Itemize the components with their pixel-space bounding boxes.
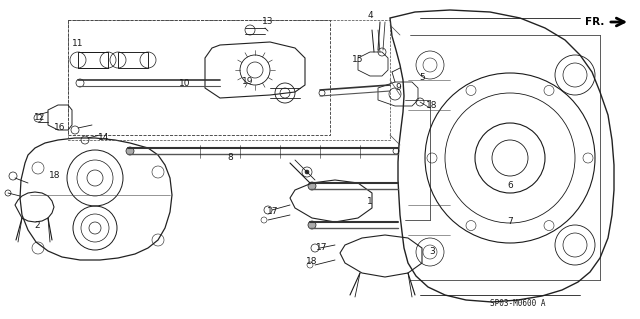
Text: 19: 19 bbox=[243, 78, 253, 86]
Text: 3: 3 bbox=[429, 248, 435, 256]
Text: 11: 11 bbox=[72, 40, 84, 48]
Text: 18: 18 bbox=[426, 100, 438, 109]
Text: 10: 10 bbox=[179, 79, 191, 88]
Text: 9: 9 bbox=[395, 84, 401, 93]
Circle shape bbox=[305, 170, 309, 174]
Text: 16: 16 bbox=[54, 123, 66, 132]
Text: FR.: FR. bbox=[584, 17, 604, 27]
Text: 13: 13 bbox=[262, 18, 274, 26]
Text: 18: 18 bbox=[307, 257, 317, 266]
Text: 7: 7 bbox=[507, 218, 513, 226]
Text: 4: 4 bbox=[367, 11, 373, 20]
Text: 2: 2 bbox=[34, 220, 40, 229]
Text: 17: 17 bbox=[316, 243, 328, 253]
Text: 6: 6 bbox=[507, 181, 513, 189]
Text: 14: 14 bbox=[99, 133, 109, 143]
Text: 1: 1 bbox=[367, 197, 373, 206]
Text: 5: 5 bbox=[419, 73, 425, 83]
Circle shape bbox=[126, 147, 134, 155]
Circle shape bbox=[308, 221, 316, 229]
Text: 12: 12 bbox=[35, 113, 45, 122]
Text: 17: 17 bbox=[268, 207, 279, 217]
Text: SP03-M0600 A: SP03-M0600 A bbox=[490, 299, 545, 308]
Text: 8: 8 bbox=[227, 153, 233, 162]
Text: 15: 15 bbox=[352, 56, 364, 64]
Circle shape bbox=[308, 182, 316, 190]
Text: 18: 18 bbox=[49, 170, 61, 180]
